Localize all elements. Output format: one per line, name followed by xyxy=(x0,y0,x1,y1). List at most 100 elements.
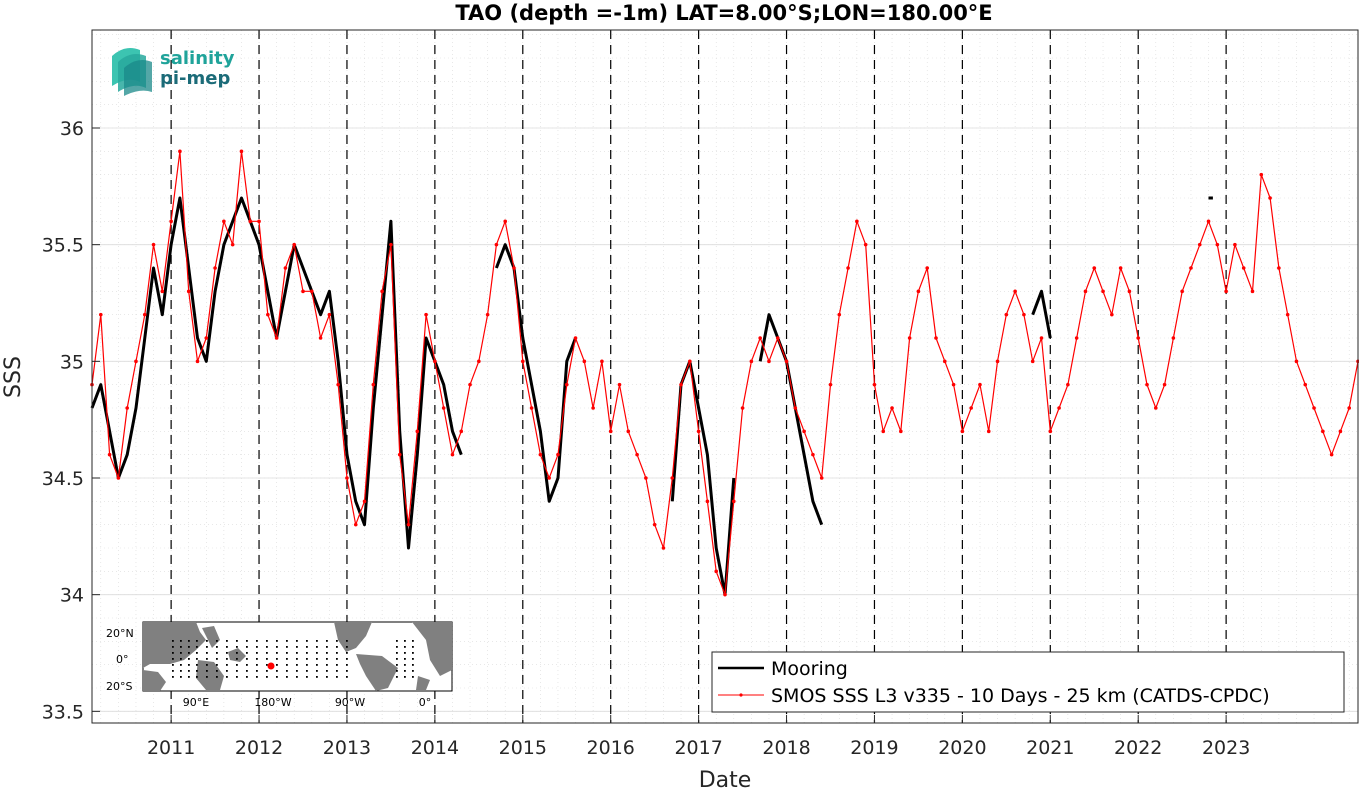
mooring-dot xyxy=(172,658,174,660)
mooring-dot xyxy=(276,652,278,654)
series-smos-point xyxy=(503,219,508,224)
series-smos-point xyxy=(1153,406,1158,410)
x-tick-label: 2020 xyxy=(938,737,986,759)
mooring-dot xyxy=(236,646,238,648)
series-smos-point xyxy=(1048,429,1053,434)
mooring-dot xyxy=(266,640,268,642)
mooring-dot xyxy=(246,652,248,654)
series-smos-point xyxy=(1206,219,1211,224)
series-smos-point xyxy=(925,266,930,270)
mooring-dot xyxy=(236,670,238,672)
series-smos-point xyxy=(1110,312,1114,317)
mooring-dot xyxy=(246,676,248,678)
mooring-dot xyxy=(326,664,328,666)
y-tick-label: 36 xyxy=(60,118,84,140)
series-smos-point xyxy=(283,266,288,270)
mooring-dot xyxy=(296,640,298,642)
mooring-dot xyxy=(226,652,228,654)
series-smos-point xyxy=(1039,336,1044,340)
inset-lon-ticks: 90°E 180°W 90°W 0° xyxy=(183,696,431,709)
series-smos-point xyxy=(248,219,253,224)
mooring-dot xyxy=(296,652,298,654)
mooring-dot xyxy=(296,670,298,672)
inset-lat-tick-1: 0° xyxy=(116,653,129,666)
series-smos-point xyxy=(547,476,551,480)
x-tick-label: 2021 xyxy=(1026,737,1074,759)
series-smos-point xyxy=(775,336,780,340)
mooring-dot xyxy=(396,670,398,672)
mooring-dot xyxy=(336,646,338,648)
mooring-dot xyxy=(266,658,268,660)
mooring-dot xyxy=(196,640,198,642)
series-smos-point xyxy=(186,289,191,294)
y-tick-label: 34.5 xyxy=(42,468,84,490)
series-smos-point xyxy=(582,359,587,364)
series-smos-point xyxy=(520,359,525,364)
series-smos-point xyxy=(1145,382,1149,387)
series-smos-point xyxy=(195,359,200,364)
series-smos-point xyxy=(951,382,956,387)
series-smos-point xyxy=(696,429,701,434)
series-smos-point xyxy=(1030,359,1035,364)
series-smos-point xyxy=(1127,289,1132,294)
series-smos-point xyxy=(1171,336,1176,340)
mooring-dot xyxy=(396,658,398,660)
mooring-dot xyxy=(286,652,288,654)
series-smos-point xyxy=(301,289,305,294)
series-smos-point xyxy=(1250,289,1255,294)
mooring-dot xyxy=(216,664,218,666)
mooring-dot xyxy=(196,652,198,654)
series-smos-point xyxy=(793,406,798,410)
series-smos-point xyxy=(617,382,622,387)
series-smos-point xyxy=(1074,336,1079,340)
series-smos-point xyxy=(204,336,209,340)
series-smos-point xyxy=(828,382,833,387)
mooring-dot xyxy=(404,652,406,654)
series-smos-point xyxy=(1136,336,1141,340)
mooring-dot xyxy=(404,670,406,672)
mooring-dot xyxy=(216,640,218,642)
series-smos-point xyxy=(661,546,666,550)
series-smos-point xyxy=(986,429,991,434)
mooring-dot xyxy=(276,664,278,666)
series-smos-point xyxy=(1118,266,1123,270)
series-smos-point xyxy=(1215,242,1220,247)
series-smos-point xyxy=(881,429,886,434)
series-smos-point xyxy=(1347,406,1352,410)
series-smos-point xyxy=(679,382,683,387)
logo-line1: salinity xyxy=(160,48,235,69)
mooring-dot xyxy=(326,652,328,654)
logo-line2: pi-mep xyxy=(160,68,230,89)
mooring-dot xyxy=(206,652,208,654)
series-smos-point xyxy=(230,242,235,247)
mooring-dot xyxy=(236,640,238,642)
series-smos-point xyxy=(107,452,112,457)
mooring-dot xyxy=(412,646,414,648)
x-tick-label: 2013 xyxy=(323,737,371,759)
series-smos-point xyxy=(969,406,973,410)
series-smos-point xyxy=(266,312,270,317)
series-smos-point xyxy=(573,336,578,340)
mooring-dot xyxy=(236,664,238,666)
series-smos-point xyxy=(125,406,129,410)
mooring-dot xyxy=(172,676,174,678)
legend-smos-label: SMOS SSS L3 v335 - 10 Days - 25 km (CATD… xyxy=(771,685,1270,707)
mooring-dot xyxy=(336,640,338,642)
mooring-dot xyxy=(246,640,248,642)
mooring-dot xyxy=(336,658,338,660)
series-smos-point xyxy=(600,359,604,364)
mooring-dot xyxy=(172,664,174,666)
mooring-dot xyxy=(256,658,258,660)
mooring-dot xyxy=(256,640,258,642)
series-smos-point xyxy=(872,382,877,387)
mooring-dot xyxy=(276,670,278,672)
mooring-dot xyxy=(266,652,268,654)
mooring-dot xyxy=(256,676,258,678)
series-layer xyxy=(90,149,1359,597)
mooring-dot xyxy=(316,676,318,678)
legend-box xyxy=(711,651,1345,713)
mooring-dot xyxy=(172,670,174,672)
series-smos-point xyxy=(705,499,710,504)
series-smos-point xyxy=(608,429,613,434)
mooring-dot xyxy=(326,640,328,642)
